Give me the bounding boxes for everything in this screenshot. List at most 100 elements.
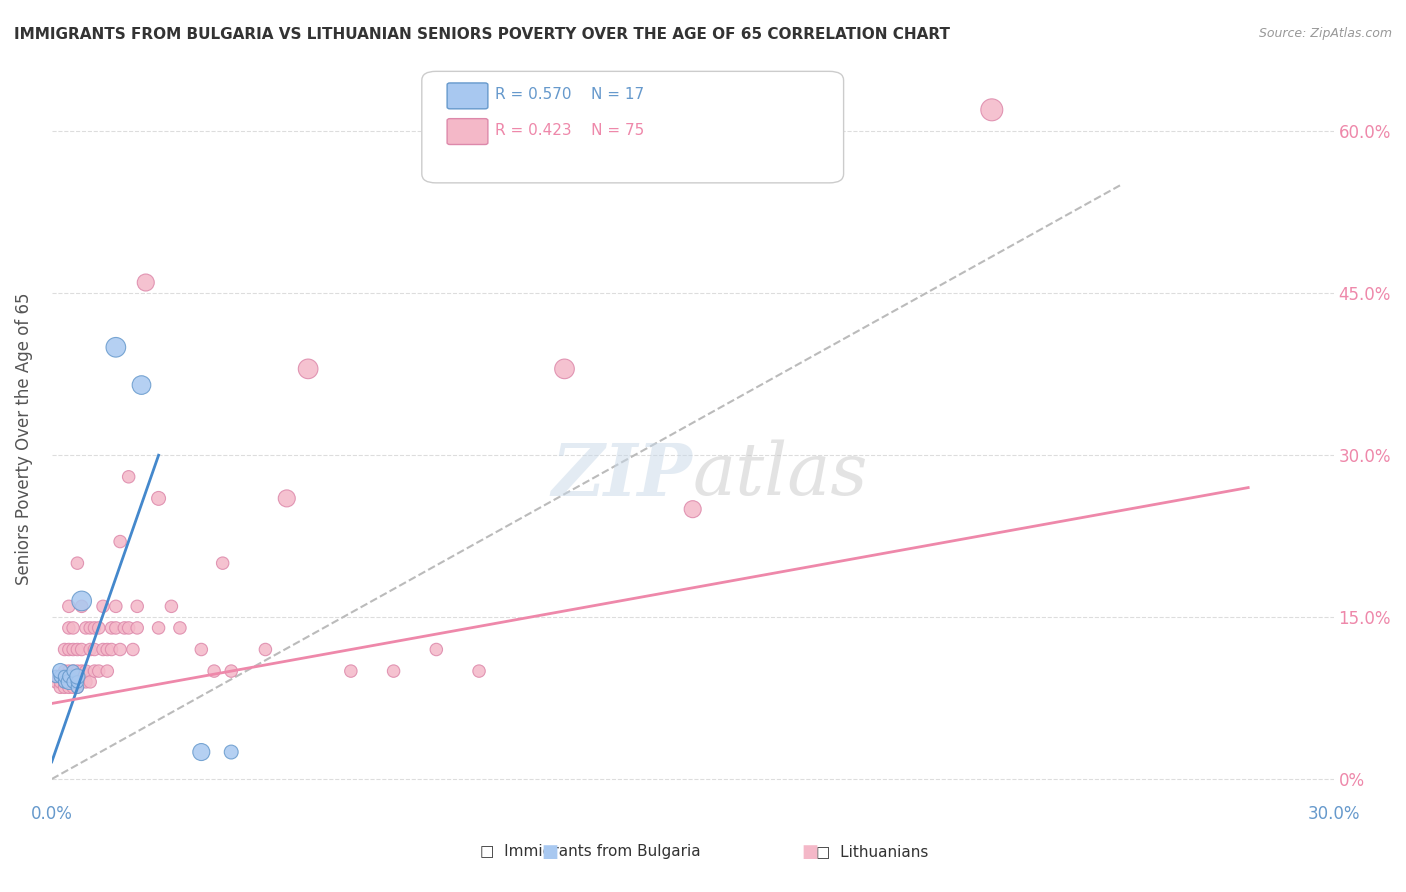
Point	[66, 674, 89, 689]
Point	[66, 680, 89, 694]
Point	[58, 642, 80, 657]
Point	[425, 642, 447, 657]
Point	[980, 103, 1002, 117]
Point	[53, 642, 76, 657]
Point	[127, 599, 149, 614]
Point	[83, 621, 105, 635]
Text: R = 0.570    N = 17: R = 0.570 N = 17	[495, 87, 644, 102]
Text: IMMIGRANTS FROM BULGARIA VS LITHUANIAN SENIORS POVERTY OVER THE AGE OF 65 CORREL: IMMIGRANTS FROM BULGARIA VS LITHUANIAN S…	[14, 27, 950, 42]
Point	[219, 664, 242, 678]
Point	[131, 378, 153, 392]
Point	[58, 621, 80, 635]
Point	[190, 745, 212, 759]
Point	[62, 664, 84, 678]
Point	[91, 642, 114, 657]
Point	[118, 470, 141, 484]
Point	[62, 664, 84, 678]
Point	[108, 534, 131, 549]
Text: ■: ■	[541, 843, 558, 861]
Point	[87, 621, 110, 635]
Point	[83, 642, 105, 657]
Point	[53, 674, 76, 689]
Text: ZIP: ZIP	[551, 440, 693, 511]
Point	[104, 621, 127, 635]
Point	[66, 556, 89, 570]
Point	[100, 642, 122, 657]
Point	[62, 621, 84, 635]
Point	[53, 669, 76, 683]
Text: □  Lithuanians: □ Lithuanians	[815, 845, 928, 859]
Point	[75, 664, 97, 678]
Point	[70, 642, 93, 657]
Point	[87, 664, 110, 678]
Point	[202, 664, 225, 678]
Text: □  Immigrants from Bulgaria: □ Immigrants from Bulgaria	[481, 845, 700, 859]
Point	[100, 621, 122, 635]
Point	[70, 594, 93, 608]
Point	[468, 664, 491, 678]
Point	[70, 599, 93, 614]
Text: ■: ■	[801, 843, 818, 861]
Point	[682, 502, 704, 516]
Point	[297, 362, 319, 376]
Point	[127, 621, 149, 635]
Point	[70, 664, 93, 678]
Point	[62, 642, 84, 657]
Point	[45, 669, 67, 683]
Point	[276, 491, 298, 506]
Point	[66, 642, 89, 657]
Y-axis label: Seniors Poverty Over the Age of 65: Seniors Poverty Over the Age of 65	[15, 293, 32, 585]
Text: R = 0.423    N = 75: R = 0.423 N = 75	[495, 123, 644, 137]
Point	[49, 664, 72, 678]
Point	[62, 680, 84, 694]
Point	[66, 669, 89, 683]
Point	[118, 621, 141, 635]
Point	[62, 674, 84, 689]
Point	[53, 664, 76, 678]
Point	[190, 642, 212, 657]
Point	[58, 674, 80, 689]
Point	[169, 621, 191, 635]
Point	[75, 674, 97, 689]
Text: Source: ZipAtlas.com: Source: ZipAtlas.com	[1258, 27, 1392, 40]
Point	[340, 664, 363, 678]
Point	[79, 674, 101, 689]
Point	[104, 340, 127, 354]
Point	[58, 669, 80, 683]
Point	[79, 642, 101, 657]
Point	[53, 674, 76, 689]
Point	[219, 745, 242, 759]
Point	[96, 642, 118, 657]
Point	[49, 674, 72, 689]
Point	[49, 680, 72, 694]
Point	[122, 642, 145, 657]
Point	[382, 664, 405, 678]
Point	[49, 669, 72, 683]
Point	[148, 491, 170, 506]
Point	[66, 674, 89, 689]
Point	[83, 664, 105, 678]
Point	[45, 669, 67, 683]
Point	[58, 674, 80, 689]
Point	[553, 362, 575, 376]
Point	[135, 276, 157, 290]
Point	[148, 621, 170, 635]
Point	[45, 674, 67, 689]
Point	[108, 642, 131, 657]
Point	[104, 599, 127, 614]
Point	[91, 599, 114, 614]
Point	[254, 642, 277, 657]
Point	[160, 599, 183, 614]
Point	[49, 669, 72, 683]
Point	[79, 621, 101, 635]
Point	[66, 664, 89, 678]
Point	[96, 664, 118, 678]
Point	[112, 621, 135, 635]
Point	[58, 680, 80, 694]
Point	[53, 680, 76, 694]
Point	[58, 599, 80, 614]
Point	[75, 621, 97, 635]
Text: atlas: atlas	[693, 440, 868, 510]
Point	[62, 674, 84, 689]
Point	[66, 680, 89, 694]
